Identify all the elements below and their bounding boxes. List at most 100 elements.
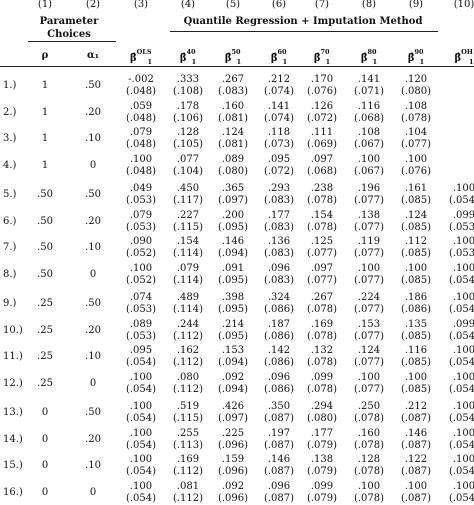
estimator-header: β̂501 — [224, 48, 242, 66]
estimate-cell: .092 — [221, 371, 245, 383]
std-error-cell: (.054) — [448, 492, 474, 504]
column-number: (7) — [314, 0, 330, 10]
row-label: 1.) — [3, 80, 17, 91]
row-label: 16.) — [3, 486, 23, 498]
std-error-cell: (.077) — [353, 304, 385, 315]
std-error-cell: (.086) — [400, 304, 432, 315]
estimate-cell: .100 — [357, 153, 381, 165]
std-error-cell: (.078) — [306, 383, 338, 395]
estimate-cell: .100 — [129, 401, 153, 412]
estimate-cell: .124 — [221, 127, 245, 138]
std-error-cell: (.097) — [217, 195, 249, 206]
estimate-cell: .159 — [221, 454, 245, 465]
estimate-cell: .135 — [404, 318, 428, 330]
estimate-cell: .095 — [267, 153, 291, 165]
std-error-cell: (.114) — [172, 248, 204, 259]
std-error-cell: (.053) — [125, 304, 157, 315]
std-error-cell: (.074) — [263, 112, 295, 124]
estimate-cell: .100 — [129, 454, 153, 465]
estimate-cell: .200 — [221, 209, 245, 221]
std-error-cell: (.096) — [217, 492, 249, 504]
estimate-cell: .100 — [452, 427, 474, 439]
header-bottom-rule — [0, 66, 474, 67]
estimate-cell: .125 — [310, 236, 334, 247]
estimate-cell: .100 — [452, 183, 474, 194]
estimate-cell: .160 — [357, 427, 381, 439]
estimate-cell: .079 — [129, 209, 153, 221]
estimate-cell: .187 — [267, 318, 291, 330]
estimate-cell: .096 — [267, 371, 291, 383]
rho-value: .25 — [37, 298, 53, 309]
estimate-cell: .099 — [452, 209, 474, 221]
estimate-cell: .132 — [310, 345, 334, 356]
estimate-cell: .116 — [404, 345, 428, 356]
estimate-cell: .126 — [310, 100, 334, 112]
estimate-cell: .108 — [357, 127, 381, 138]
std-error-cell: (.085) — [400, 383, 432, 395]
std-error-cell: (.077) — [353, 383, 385, 395]
estimate-cell: .100 — [129, 480, 153, 492]
std-error-cell: (.094) — [217, 357, 249, 368]
std-error-cell: (.054) — [125, 466, 157, 477]
estimator-header: β̂801 — [360, 48, 378, 66]
std-error-cell: (.077) — [306, 274, 338, 286]
std-error-cell: (.076) — [400, 165, 432, 177]
std-error-cell: (.077) — [353, 330, 385, 342]
std-error-cell: (.048) — [125, 139, 157, 150]
estimate-cell: .324 — [267, 292, 291, 303]
estimate-cell: .116 — [357, 100, 381, 112]
std-error-cell: (.078) — [306, 330, 338, 342]
std-error-cell: (.094) — [217, 248, 249, 259]
std-error-cell: (.054) — [448, 357, 474, 368]
estimate-cell: .090 — [129, 236, 153, 247]
column-number: (1) — [37, 0, 53, 10]
std-error-cell: (.117) — [172, 195, 204, 206]
std-error-cell: (.115) — [172, 221, 204, 233]
estimate-cell: .100 — [452, 292, 474, 303]
column-number: (6) — [271, 0, 287, 10]
estimate-cell: .178 — [176, 100, 200, 112]
rho-value: 1 — [41, 106, 49, 118]
row-label: 8.) — [3, 268, 17, 280]
std-error-cell: (.079) — [306, 439, 338, 451]
estimate-cell: .077 — [176, 153, 200, 165]
estimate-cell: .124 — [404, 209, 428, 221]
estimate-cell: .100 — [452, 236, 474, 247]
std-error-cell: (.095) — [217, 221, 249, 233]
estimate-cell: .146 — [404, 427, 428, 439]
estimator-header: β̂OH1 — [454, 48, 474, 66]
estimate-cell: .333 — [176, 74, 200, 85]
rho-value: .50 — [37, 242, 53, 253]
estimate-cell: .224 — [357, 292, 381, 303]
rho-value: 1 — [41, 80, 49, 91]
std-error-cell: (.073) — [263, 139, 295, 150]
estimate-cell: .074 — [129, 292, 153, 303]
std-error-cell: (.114) — [172, 274, 204, 286]
quantile-group-rule — [170, 31, 438, 32]
estimate-cell: .294 — [310, 401, 334, 412]
estimate-cell: .489 — [176, 292, 200, 303]
row-label: 3.) — [3, 133, 17, 144]
estimate-cell: .398 — [221, 292, 245, 303]
row-label: 12.) — [3, 377, 23, 389]
estimate-cell: .100 — [404, 371, 428, 383]
estimate-cell: .293 — [267, 183, 291, 194]
alpha-value: 0 — [89, 268, 97, 280]
std-error-cell: (.054) — [448, 195, 474, 206]
estimate-cell: .136 — [267, 236, 291, 247]
estimate-cell: .100 — [452, 401, 474, 412]
rho-value: .50 — [37, 268, 53, 280]
column-number: (4) — [180, 0, 196, 10]
estimate-cell: .196 — [357, 183, 381, 194]
estimate-cell: .100 — [129, 371, 153, 383]
estimate-cell: .162 — [176, 345, 200, 356]
alpha-value: .10 — [85, 133, 101, 144]
estimate-cell: .100 — [452, 262, 474, 274]
std-error-cell: (.053) — [125, 195, 157, 206]
column-number: (8) — [361, 0, 377, 10]
estimate-cell: .267 — [310, 292, 334, 303]
std-error-cell: (.087) — [400, 466, 432, 477]
std-error-cell: (.053) — [448, 221, 474, 233]
std-error-cell: (.052) — [125, 274, 157, 286]
std-error-cell: (.106) — [172, 112, 204, 124]
